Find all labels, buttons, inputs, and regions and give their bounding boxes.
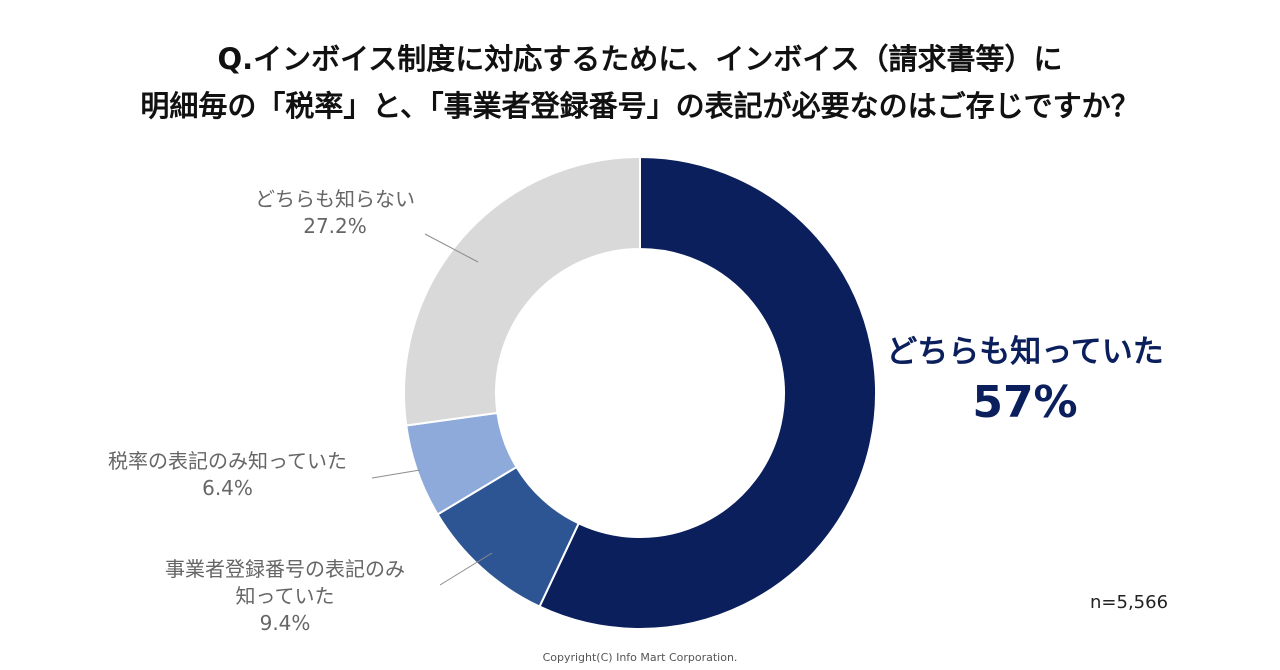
slice-label-both-known: どちらも知っていた (886, 334, 1164, 370)
slice-label-regno-only-1: 事業者登録番号の表記のみ (165, 557, 405, 581)
slice-label-tax-only: 税率の表記のみ知っていた (108, 449, 347, 473)
slice-neither (403, 155, 641, 427)
slice-value-tax-only: 6.4% (202, 476, 253, 500)
chart-title-line1: Q.インボイス制度に対応するために、インボイス（請求書等）に (217, 42, 1063, 76)
slice-value-both-known: 57% (972, 377, 1078, 428)
slice-both-known (538, 155, 877, 630)
slice-label-regno-only-2: 知っていた (235, 584, 335, 608)
chart-title-line2: 明細毎の「税率」と、「事業者登録番号」の表記が必要なのはご存じですか？ (140, 89, 1140, 123)
leader-line-regno-only (439, 552, 493, 586)
slice-value-neither: 27.2% (303, 214, 367, 238)
slice-value-regno-only: 9.4% (259, 611, 311, 635)
copyright: Copyright(C) Info Mart Corporation. (542, 651, 738, 664)
leader-line-neither (424, 233, 479, 263)
sample-size: n=5,566 (1090, 592, 1169, 613)
slice-label-neither: どちらも知らない (255, 187, 415, 211)
leader-line-tax-only (371, 469, 421, 479)
